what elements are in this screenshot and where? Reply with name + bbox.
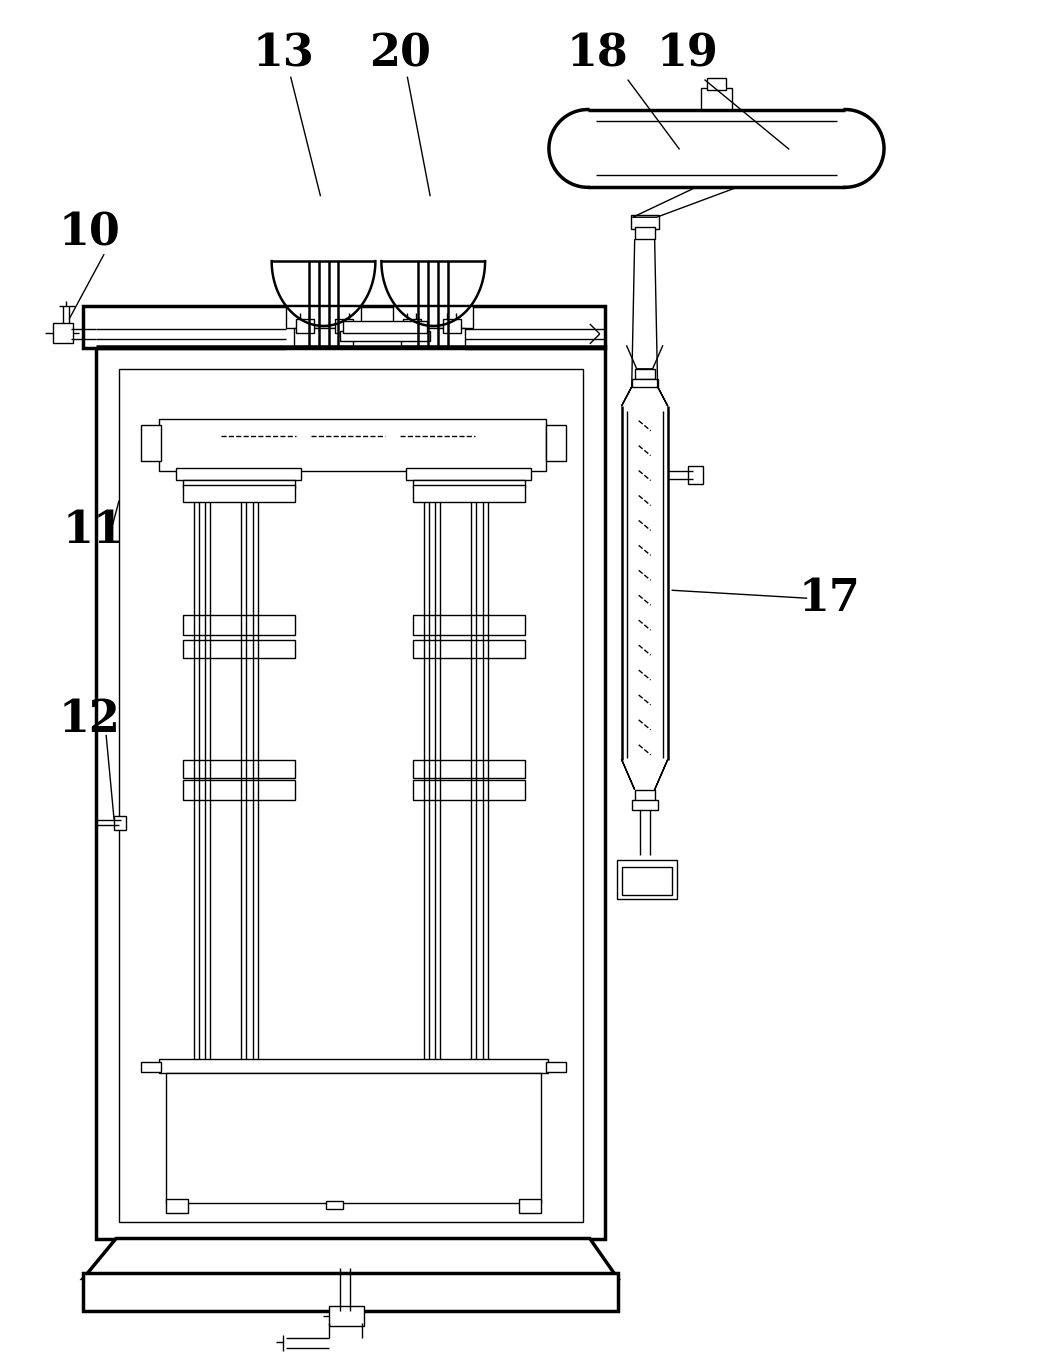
Bar bbox=[634, 227, 654, 239]
Bar bbox=[326, 1200, 343, 1208]
Bar bbox=[293, 328, 354, 347]
Bar bbox=[53, 323, 73, 342]
Bar bbox=[546, 424, 566, 461]
Bar bbox=[114, 815, 126, 829]
Bar bbox=[183, 760, 294, 777]
Bar bbox=[96, 347, 605, 1238]
Bar bbox=[622, 867, 672, 896]
Bar bbox=[706, 77, 727, 90]
Bar bbox=[631, 379, 657, 387]
Bar bbox=[83, 306, 605, 348]
Bar bbox=[183, 640, 294, 658]
Bar bbox=[183, 480, 294, 488]
Text: 19: 19 bbox=[656, 33, 719, 75]
Bar bbox=[343, 321, 427, 333]
Bar bbox=[687, 466, 702, 484]
Bar bbox=[183, 780, 294, 799]
Bar bbox=[413, 780, 525, 799]
Bar bbox=[83, 1273, 618, 1311]
Text: 17: 17 bbox=[799, 576, 860, 620]
Bar bbox=[166, 1074, 541, 1203]
Bar bbox=[617, 859, 677, 900]
Bar bbox=[546, 1061, 566, 1072]
Text: 10: 10 bbox=[58, 212, 120, 254]
Bar bbox=[159, 419, 546, 470]
Bar bbox=[413, 485, 525, 503]
Text: 13: 13 bbox=[253, 33, 314, 75]
Bar bbox=[443, 319, 461, 333]
Bar bbox=[393, 306, 473, 328]
Bar bbox=[519, 1199, 541, 1212]
Bar bbox=[141, 1061, 161, 1072]
Bar bbox=[166, 1199, 188, 1212]
Text: 11: 11 bbox=[62, 508, 124, 552]
Bar bbox=[407, 467, 531, 480]
Bar bbox=[401, 328, 465, 347]
Bar bbox=[340, 332, 431, 341]
Bar bbox=[159, 1059, 548, 1074]
Polygon shape bbox=[83, 1238, 618, 1279]
Bar bbox=[329, 1306, 364, 1326]
Bar bbox=[404, 319, 421, 333]
Text: 12: 12 bbox=[58, 699, 120, 742]
Bar bbox=[634, 368, 654, 379]
Bar bbox=[336, 319, 354, 333]
Bar bbox=[413, 480, 525, 488]
Bar bbox=[413, 760, 525, 777]
Bar bbox=[119, 368, 582, 1222]
Bar bbox=[295, 319, 313, 333]
Bar bbox=[176, 467, 301, 480]
Bar bbox=[631, 799, 657, 810]
Bar bbox=[634, 790, 654, 802]
Bar bbox=[701, 87, 732, 110]
Bar bbox=[141, 424, 161, 461]
Bar bbox=[183, 616, 294, 635]
Text: 18: 18 bbox=[567, 33, 628, 75]
Bar bbox=[413, 640, 525, 658]
Bar bbox=[413, 616, 525, 635]
Bar bbox=[286, 306, 362, 328]
Text: 20: 20 bbox=[369, 33, 432, 75]
Bar bbox=[183, 485, 294, 503]
Bar bbox=[630, 215, 658, 230]
